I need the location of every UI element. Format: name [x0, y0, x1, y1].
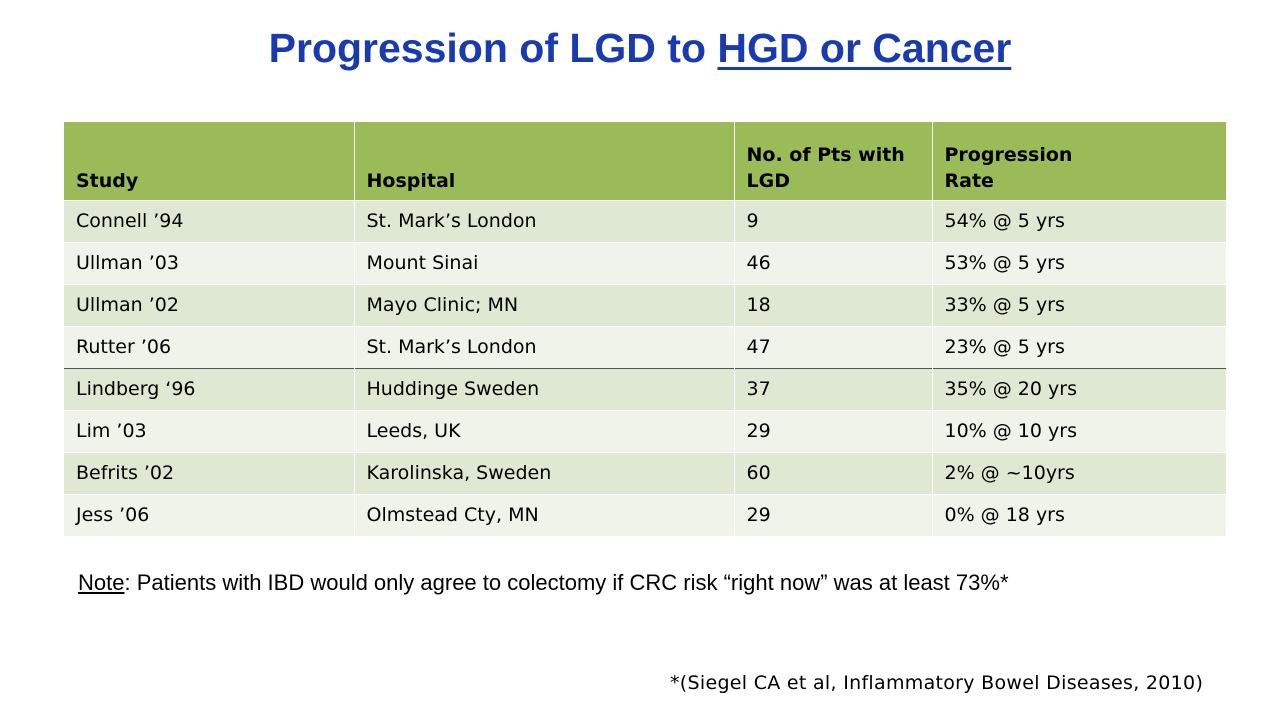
- cell-hospital: St. Mark’s London: [354, 326, 735, 369]
- citation: *(Siegel CA et al, Inflammatory Bowel Di…: [670, 672, 1204, 694]
- cell-study: Ullman ’03: [64, 242, 355, 285]
- note-text: : Patients with IBD would only agree to …: [124, 570, 1009, 595]
- cell-hospital: Mayo Clinic; MN: [354, 284, 735, 327]
- header-progression-rate: Progression Rate: [932, 122, 1226, 201]
- cell-hospital: Mount Sinai: [354, 242, 735, 285]
- cell-progression-rate: 35% @ 20 yrs: [932, 368, 1226, 411]
- title-prefix: Progression of LGD to: [268, 25, 718, 71]
- cell-study: Lim ’03: [64, 410, 355, 453]
- cell-progression-rate: 53% @ 5 yrs: [932, 242, 1226, 285]
- cell-progression-rate: 0% @ 18 yrs: [932, 494, 1226, 536]
- patient-note: Note: Patients with IBD would only agree…: [78, 568, 1009, 598]
- header-hospital: Hospital: [354, 122, 735, 201]
- table-row: Befrits ’02 Karolinska, Sweden 60 2% @ ~…: [64, 452, 1226, 495]
- table-row: Ullman ’02 Mayo Clinic; MN 18 33% @ 5 yr…: [64, 284, 1226, 327]
- cell-study: Befrits ’02: [64, 452, 355, 495]
- cell-num-patients: 29: [734, 410, 933, 453]
- cell-progression-rate: 10% @ 10 yrs: [932, 410, 1226, 453]
- table-row: Jess ’06 Olmstead Cty, MN 29 0% @ 18 yrs: [64, 494, 1226, 536]
- title-underlined: HGD or Cancer: [717, 25, 1012, 71]
- cell-study: Rutter ’06: [64, 326, 355, 369]
- cell-progression-rate: 54% @ 5 yrs: [932, 200, 1226, 243]
- progression-table: Study Hospital No. of Pts with LGD Progr…: [64, 122, 1226, 536]
- table-row: Lim ’03 Leeds, UK 29 10% @ 10 yrs: [64, 410, 1226, 453]
- cell-num-patients: 46: [734, 242, 933, 285]
- header-num-patients: No. of Pts with LGD: [734, 122, 933, 201]
- cell-num-patients: 29: [734, 494, 933, 536]
- cell-study: Lindberg ‘96: [64, 368, 355, 411]
- cell-num-patients: 18: [734, 284, 933, 327]
- cell-num-patients: 37: [734, 368, 933, 411]
- page-title: Progression of LGD to HGD or Cancer: [0, 22, 1280, 74]
- table-row: Connell ’94 St. Mark’s London 9 54% @ 5 …: [64, 200, 1226, 243]
- cell-hospital: Olmstead Cty, MN: [354, 494, 735, 536]
- cell-hospital: St. Mark’s London: [354, 200, 735, 243]
- table-row: Rutter ’06 St. Mark’s London 47 23% @ 5 …: [64, 326, 1226, 369]
- cell-num-patients: 9: [734, 200, 933, 243]
- cell-num-patients: 47: [734, 326, 933, 369]
- cell-study: Connell ’94: [64, 200, 355, 243]
- cell-num-patients: 60: [734, 452, 933, 495]
- cell-study: Jess ’06: [64, 494, 355, 536]
- cell-hospital: Karolinska, Sweden: [354, 452, 735, 495]
- cell-progression-rate: 33% @ 5 yrs: [932, 284, 1226, 327]
- note-label: Note: [78, 570, 125, 595]
- table-row: Ullman ’03 Mount Sinai 46 53% @ 5 yrs: [64, 242, 1226, 285]
- cell-progression-rate: 23% @ 5 yrs: [932, 326, 1226, 369]
- cell-progression-rate: 2% @ ~10yrs: [932, 452, 1226, 495]
- header-study: Study: [64, 122, 355, 201]
- cell-hospital: Huddinge Sweden: [354, 368, 735, 411]
- table-header-row: Study Hospital No. of Pts with LGD Progr…: [64, 122, 1226, 201]
- cell-hospital: Leeds, UK: [354, 410, 735, 453]
- cell-study: Ullman ’02: [64, 284, 355, 327]
- table-row: Lindberg ‘96 Huddinge Sweden 37 35% @ 20…: [64, 368, 1226, 411]
